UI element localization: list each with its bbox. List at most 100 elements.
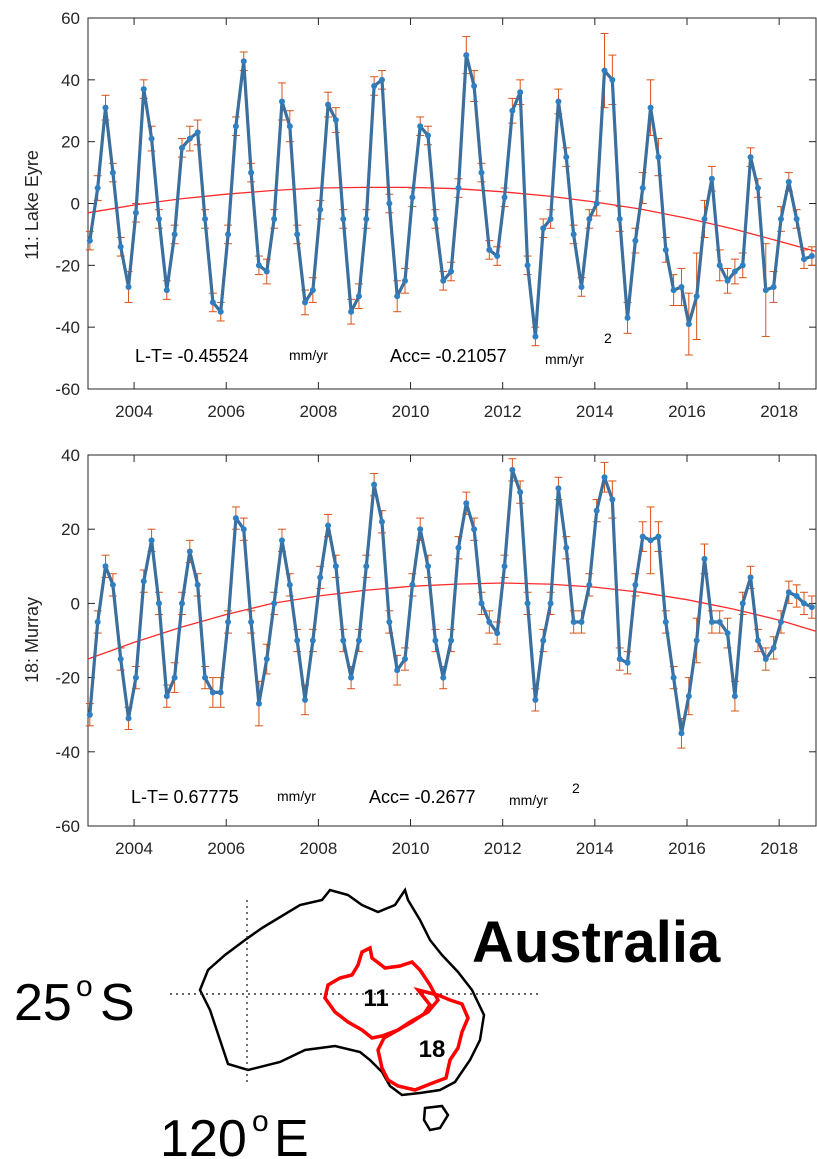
data-point [255,700,262,707]
data-point [793,215,800,222]
data-point [386,200,393,207]
data-point [754,185,761,192]
longitude-label-direction: E [274,1110,309,1159]
data-point [586,581,593,588]
data-point [471,526,478,533]
data-point [494,253,501,260]
x-axis-ticks: 2004 2006 2008 2010 2012 2014 2016 2018 [115,455,798,858]
data-point [117,656,124,663]
data-point [762,287,769,294]
x-tick-label: 2004 [115,402,153,421]
data-point [155,600,162,607]
data-point [255,262,262,269]
x-tick-label: 2010 [392,402,430,421]
data-point [601,67,608,74]
latitude-label-number: 25 [14,974,72,1032]
data-point [724,277,731,284]
latitude-label-degree: o [76,970,93,1003]
data-point [140,86,147,93]
x-tick-label: 2012 [484,402,522,421]
data-point [777,215,784,222]
data-point [616,656,623,663]
data-point [785,589,792,596]
lt-unit: mm/yr [277,788,316,804]
region-11-label: 11 [363,985,388,1012]
data-point [263,656,270,663]
y-tick-label: -40 [55,318,80,337]
data-point [278,537,285,544]
acc-annotation: Acc= -0.2677 [369,787,476,807]
data-point [616,215,623,222]
y-tick-label: -20 [55,669,80,688]
data-point [578,283,585,290]
data-point [693,637,700,644]
y-tick-label: 20 [61,520,80,539]
data-point [117,243,124,250]
data-point [486,246,493,253]
data-point [86,711,93,718]
data-point [570,618,577,625]
data-point [394,667,401,674]
australia-outline [198,887,486,1097]
data-point [478,600,485,607]
data-point [355,637,362,644]
tasmania-outline [422,1104,450,1132]
data-point [570,231,577,238]
data-point [294,637,301,644]
data-point [685,321,692,328]
map-title: Australia [472,910,721,975]
data-point [540,225,547,232]
data-point [125,283,132,290]
data-point [363,215,370,222]
region-18-label: 18 [419,1036,446,1063]
data-point [540,637,547,644]
y-tick-label: 40 [61,71,80,90]
data-point [655,154,662,161]
data-point [701,215,708,222]
data-point [785,178,792,185]
lt-annotation: L-T= 0.67775 [131,787,239,807]
data-point [132,674,139,681]
data-point [563,544,570,551]
data-point [309,287,316,294]
data-point [178,144,185,151]
data-point [578,618,585,625]
data-point [754,637,761,644]
data-point [248,618,255,625]
data-point [378,518,385,525]
data-point [109,169,116,176]
data-point [194,581,201,588]
data-point [132,209,139,216]
data-point [801,600,808,607]
data-point [302,299,309,306]
data-point [163,693,170,700]
data-point [225,618,232,625]
data-point [94,618,101,625]
y-axis-label: 11: Lake Eyre [22,150,42,260]
data-point [263,268,270,275]
x-tick-label: 2012 [484,839,522,858]
data-point [102,104,109,111]
data-point [547,215,554,222]
data-point [209,299,216,306]
data-point [394,293,401,300]
data-point [724,630,731,637]
lt-unit: mm/yr [289,347,328,363]
data-point [463,500,470,507]
data-point [202,215,209,222]
data-point [463,52,470,59]
data-point [501,194,508,201]
data-point [609,76,616,83]
data-point [171,674,178,681]
data-point [731,268,738,275]
data-point [340,637,347,644]
data-point [731,693,738,700]
data-point [425,563,432,570]
data-point [808,604,815,611]
data-point [555,98,562,105]
data-point [102,563,109,570]
data-point [685,693,692,700]
data-point [716,618,723,625]
data-point [624,314,631,321]
